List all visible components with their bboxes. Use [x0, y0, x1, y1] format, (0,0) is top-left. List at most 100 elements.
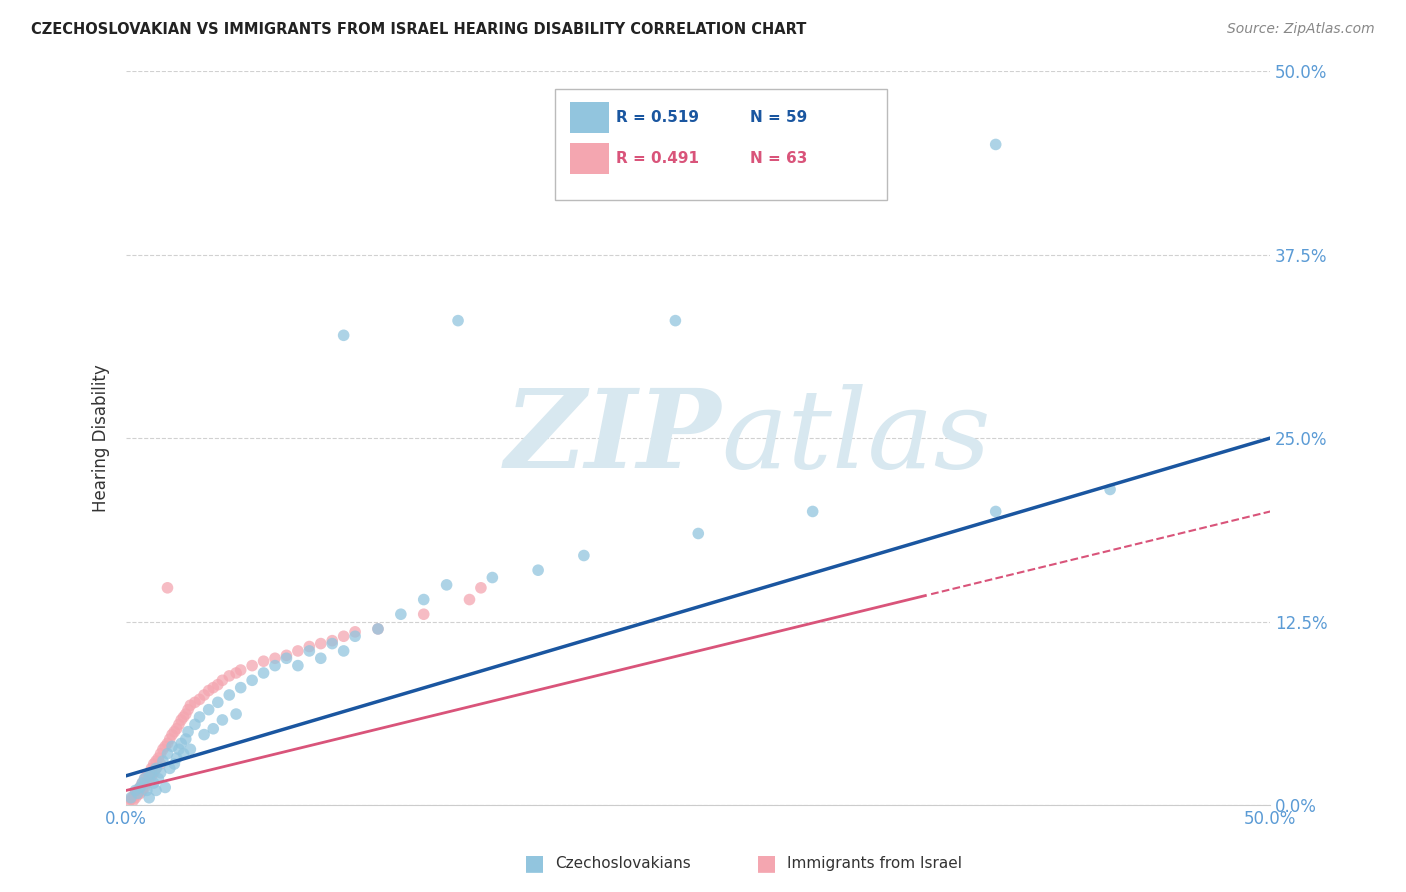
Text: N = 63: N = 63 — [749, 151, 807, 166]
Point — [572, 549, 595, 563]
Text: ZIP: ZIP — [505, 384, 721, 491]
Point — [984, 504, 1007, 518]
Point — [129, 780, 152, 795]
Point — [159, 761, 181, 775]
Point — [177, 724, 200, 739]
Point — [152, 754, 174, 768]
Point — [159, 731, 181, 746]
Point — [153, 739, 176, 754]
Point — [145, 754, 167, 768]
Point — [127, 783, 149, 797]
Point — [156, 736, 179, 750]
Point — [149, 765, 172, 780]
Point — [225, 707, 247, 722]
Point — [124, 790, 146, 805]
Text: CZECHOSLOVAKIAN VS IMMIGRANTS FROM ISRAEL HEARING DISABILITY CORRELATION CHART: CZECHOSLOVAKIAN VS IMMIGRANTS FROM ISRAE… — [31, 22, 806, 37]
Point — [321, 637, 343, 651]
Text: Immigrants from Israel: Immigrants from Israel — [787, 856, 962, 871]
Point — [117, 795, 139, 809]
Point — [240, 673, 263, 688]
Point — [173, 710, 195, 724]
Point — [138, 765, 160, 780]
Point — [135, 776, 157, 790]
Point — [458, 592, 481, 607]
Point — [148, 772, 170, 786]
Point — [412, 607, 434, 622]
Point — [287, 644, 309, 658]
Point — [153, 780, 176, 795]
Point — [207, 678, 229, 692]
Point — [211, 673, 233, 688]
Point — [184, 717, 207, 731]
Point — [177, 703, 200, 717]
FancyBboxPatch shape — [555, 89, 887, 200]
Point — [166, 751, 188, 765]
Point — [127, 788, 149, 802]
Point — [211, 713, 233, 727]
Point — [688, 526, 710, 541]
Point — [174, 731, 197, 746]
Point — [188, 692, 211, 706]
Text: Source: ZipAtlas.com: Source: ZipAtlas.com — [1227, 22, 1375, 37]
Point — [167, 742, 190, 756]
Point — [202, 722, 225, 736]
Point — [287, 658, 309, 673]
Point — [149, 747, 172, 761]
Y-axis label: Hearing Disability: Hearing Disability — [93, 364, 110, 512]
Text: R = 0.519: R = 0.519 — [616, 110, 699, 125]
Point — [156, 747, 179, 761]
Point — [134, 780, 156, 795]
Point — [344, 624, 367, 639]
Point — [481, 570, 503, 584]
Text: ■: ■ — [524, 854, 544, 873]
Point — [174, 707, 197, 722]
Point — [184, 695, 207, 709]
Point — [321, 633, 343, 648]
Point — [127, 786, 149, 800]
Point — [1099, 483, 1122, 497]
Text: atlas: atlas — [721, 384, 991, 491]
Point — [163, 756, 186, 771]
Point — [131, 783, 153, 797]
Point — [170, 713, 193, 727]
Point — [240, 658, 263, 673]
Point — [142, 765, 165, 780]
Point — [122, 794, 145, 808]
Point — [156, 581, 179, 595]
Point — [173, 747, 195, 761]
Point — [135, 769, 157, 783]
Point — [142, 776, 165, 790]
Point — [412, 592, 434, 607]
Point — [135, 783, 157, 797]
Point — [145, 783, 167, 797]
Point — [276, 651, 298, 665]
Point — [138, 769, 160, 783]
Point — [141, 761, 163, 775]
Point — [332, 644, 354, 658]
Point — [160, 728, 183, 742]
Point — [122, 789, 145, 804]
Point — [188, 710, 211, 724]
Point — [984, 137, 1007, 152]
Point — [801, 504, 824, 518]
Point — [309, 651, 332, 665]
Point — [124, 783, 146, 797]
Point — [664, 313, 686, 327]
Point — [389, 607, 412, 622]
Point — [470, 581, 492, 595]
Point — [145, 761, 167, 775]
Point — [298, 644, 321, 658]
Point — [218, 669, 240, 683]
Point — [152, 742, 174, 756]
Point — [179, 742, 201, 756]
Point — [229, 663, 252, 677]
Point — [298, 640, 321, 654]
Point — [163, 724, 186, 739]
FancyBboxPatch shape — [571, 143, 609, 174]
Point — [309, 637, 332, 651]
Point — [264, 658, 287, 673]
Point — [167, 717, 190, 731]
Point — [252, 665, 274, 680]
Text: R = 0.491: R = 0.491 — [616, 151, 699, 166]
Point — [138, 790, 160, 805]
